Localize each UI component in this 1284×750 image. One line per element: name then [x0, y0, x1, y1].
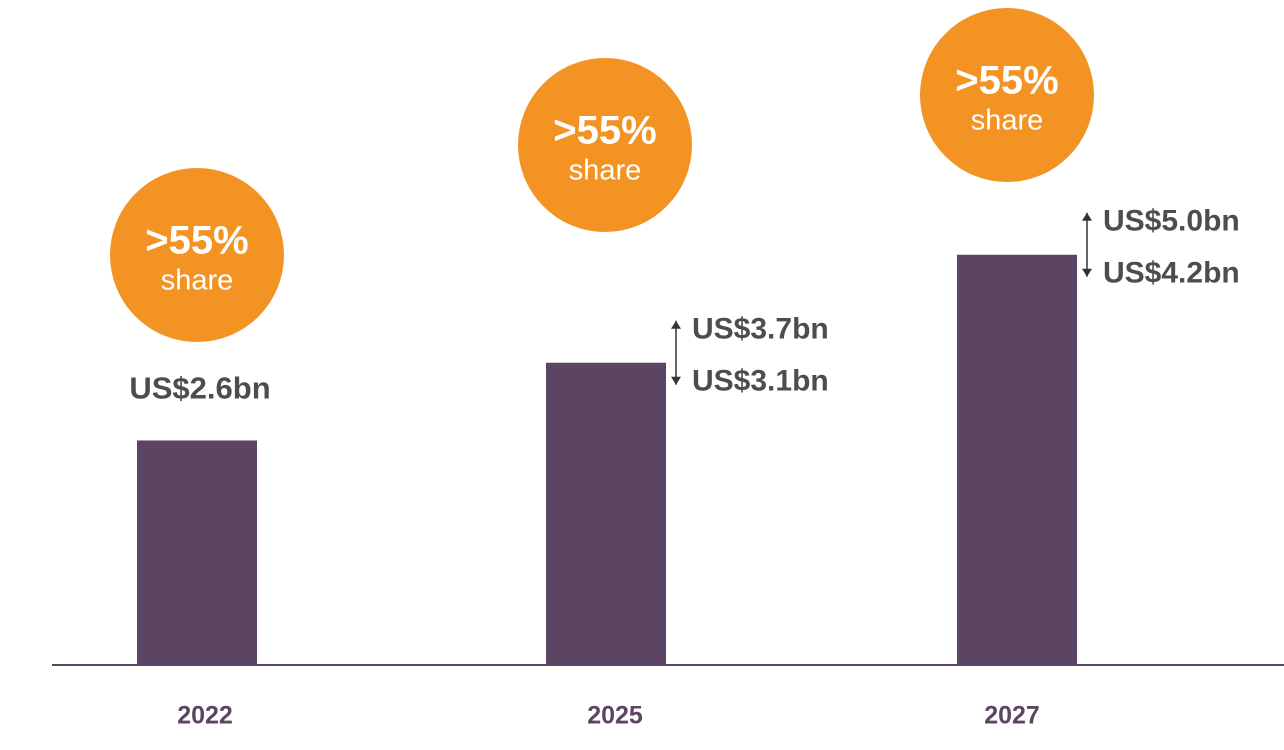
badge-text: share	[569, 155, 642, 187]
x-tick-label: 2025	[587, 702, 643, 730]
x-tick-label: 2027	[984, 702, 1040, 730]
share-badge	[110, 168, 284, 342]
bar	[957, 254, 1077, 666]
range-low-label: US$4.2bn	[1103, 257, 1240, 290]
range-low-label: US$3.1bn	[692, 365, 829, 398]
badge-text: share	[161, 265, 234, 297]
share-badge	[920, 8, 1094, 182]
arrow-head	[671, 320, 681, 329]
bar	[137, 440, 257, 665]
share-badge	[518, 58, 692, 232]
range-high-label: US$5.0bn	[1103, 205, 1240, 238]
bar	[546, 362, 666, 665]
x-tick-label: 2022	[177, 702, 233, 730]
badge-text: share	[971, 105, 1044, 137]
badge-value: >55%	[955, 59, 1058, 103]
arrow-head	[1082, 212, 1092, 221]
badge-value: >55%	[145, 219, 248, 263]
arrow-head	[671, 376, 681, 385]
value-label: US$2.6bn	[129, 371, 270, 406]
badge-value: >55%	[553, 109, 656, 153]
arrow-head	[1082, 268, 1092, 277]
range-high-label: US$3.7bn	[692, 313, 829, 346]
